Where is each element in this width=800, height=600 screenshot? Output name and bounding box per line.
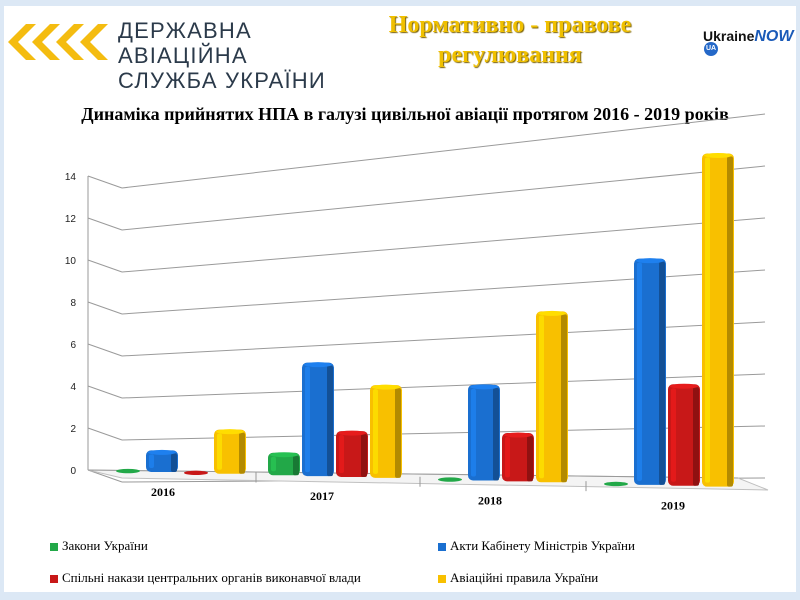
y-tick-label: 0 <box>70 466 76 477</box>
bar-shadow-3-1 <box>395 388 401 478</box>
bar-1-0 <box>146 450 178 472</box>
legend-label: Авіаційні правила України <box>450 570 599 585</box>
bar-zero-0-2 <box>438 477 462 482</box>
gridline-side <box>87 385 123 399</box>
brand-now: NOW <box>754 28 794 45</box>
bar-0-1 <box>268 452 300 476</box>
bar-top-3-2 <box>538 310 566 316</box>
y-tick-label: 14 <box>65 172 77 183</box>
bar-shadow-0-1 <box>293 455 299 476</box>
y-tick-label: 12 <box>65 214 77 225</box>
bar-shadow-3-3 <box>727 156 733 487</box>
bar-shadow-2-2 <box>527 436 533 482</box>
bar-shadow-3-2 <box>561 314 567 483</box>
legend-label: Закони України <box>62 538 148 553</box>
gridline <box>121 113 766 189</box>
y-tick-label: 10 <box>65 256 77 267</box>
legend-label: Спільні накази центральних органів викон… <box>62 570 361 585</box>
gridline-side <box>87 343 123 357</box>
bar-shadow-1-2 <box>493 387 499 481</box>
chart-title: Динаміка прийнятих НПА в галузі цивільно… <box>81 104 729 124</box>
x-tick-label: 2018 <box>478 494 502 508</box>
bar-highlight-0-1 <box>271 456 276 472</box>
gridline <box>121 165 766 231</box>
gridline <box>121 217 766 273</box>
bar-shadow-1-0 <box>171 453 177 472</box>
bar-shadow-1-3 <box>659 261 665 485</box>
gridline-side <box>87 427 123 441</box>
bar-highlight-3-2 <box>539 315 544 479</box>
legend-item: Закони України <box>50 538 148 554</box>
legend-item: Авіаційні правила України <box>438 570 598 586</box>
legend-item: Акти Кабінету Міністрів України <box>438 538 635 554</box>
bar-highlight-2-2 <box>505 437 510 478</box>
bar-highlight-1-1 <box>305 366 310 473</box>
gridline <box>121 321 766 357</box>
x-tick-label: 2017 <box>310 489 334 503</box>
bar-shadow-2-1 <box>361 434 367 477</box>
bar-highlight-2-1 <box>339 435 344 473</box>
slide-frame-bottom <box>0 592 800 600</box>
bar-top-0-1 <box>270 452 298 458</box>
bar-zero-0-0 <box>116 468 140 474</box>
bar-zero-2-0 <box>184 470 208 476</box>
legend-swatch <box>50 575 58 584</box>
bar-zero-0-3 <box>604 481 628 487</box>
bar-shadow-1-1 <box>327 365 333 477</box>
gridline-side <box>87 175 123 189</box>
y-tick-label: 6 <box>70 340 76 351</box>
y-tick-label: 2 <box>70 424 76 435</box>
brand-ua-badge: UA <box>704 42 718 56</box>
agency-name-line1: ДЕРЖАВНА АВІАЦІЙНА <box>118 18 252 68</box>
bar-highlight-1-3 <box>637 262 642 481</box>
brand-ukraine: Ukraine <box>703 28 755 44</box>
bar-top-2-1 <box>338 430 366 436</box>
bar-shadow-2-3 <box>693 387 699 486</box>
bar-highlight-2-3 <box>671 388 676 482</box>
y-tick-label: 8 <box>70 298 76 309</box>
legend-item: Спільні накази центральних органів викон… <box>50 570 361 586</box>
bar-top-2-2 <box>504 432 532 438</box>
bar-highlight-1-2 <box>471 388 476 477</box>
chevron-logo-icon <box>8 24 108 60</box>
agency-name: ДЕРЖАВНА АВІАЦІЙНА СЛУЖБА УКРАЇНИ <box>118 18 348 93</box>
bar-highlight-3-1 <box>373 389 378 474</box>
slide-frame-left <box>0 0 4 600</box>
y-tick-label: 4 <box>70 382 76 393</box>
bar-top-2-3 <box>670 383 698 389</box>
bar-top-3-1 <box>372 384 400 390</box>
gridline-side <box>87 259 123 273</box>
agency-logo: ДЕРЖАВНА АВІАЦІЙНА СЛУЖБА УКРАЇНИ <box>8 16 348 93</box>
agency-name-line2: СЛУЖБА УКРАЇНИ <box>118 68 326 93</box>
x-tick-label: 2019 <box>661 498 685 512</box>
gridline-side <box>87 217 123 231</box>
legend-swatch <box>50 543 58 552</box>
page-title: Нормативно - правове регулювання <box>388 12 632 68</box>
bar-highlight-3-3 <box>705 157 710 483</box>
slide-frame-top <box>0 0 800 6</box>
bar-shadow-3-0 <box>239 432 245 474</box>
bar-top-1-2 <box>470 384 498 390</box>
bar-highlight-3-0 <box>217 433 222 470</box>
legend-label: Акти Кабінету Міністрів України <box>450 538 635 553</box>
bar-top-1-0 <box>148 449 176 455</box>
legend-swatch <box>438 575 446 584</box>
ukraine-now-brand: UkraineNOW UA <box>703 28 800 62</box>
x-tick-label: 2016 <box>151 485 175 499</box>
slide-frame-right <box>796 0 800 600</box>
gridline-side <box>87 469 123 483</box>
gridline-side <box>87 301 123 315</box>
bar-top-3-0 <box>216 429 244 435</box>
gridline <box>121 269 766 315</box>
legend-swatch <box>438 543 446 552</box>
bar-highlight-1-0 <box>149 454 154 468</box>
bar-top-1-3 <box>636 258 664 264</box>
bar-top-1-1 <box>304 362 332 368</box>
bar-top-3-3 <box>704 152 732 158</box>
